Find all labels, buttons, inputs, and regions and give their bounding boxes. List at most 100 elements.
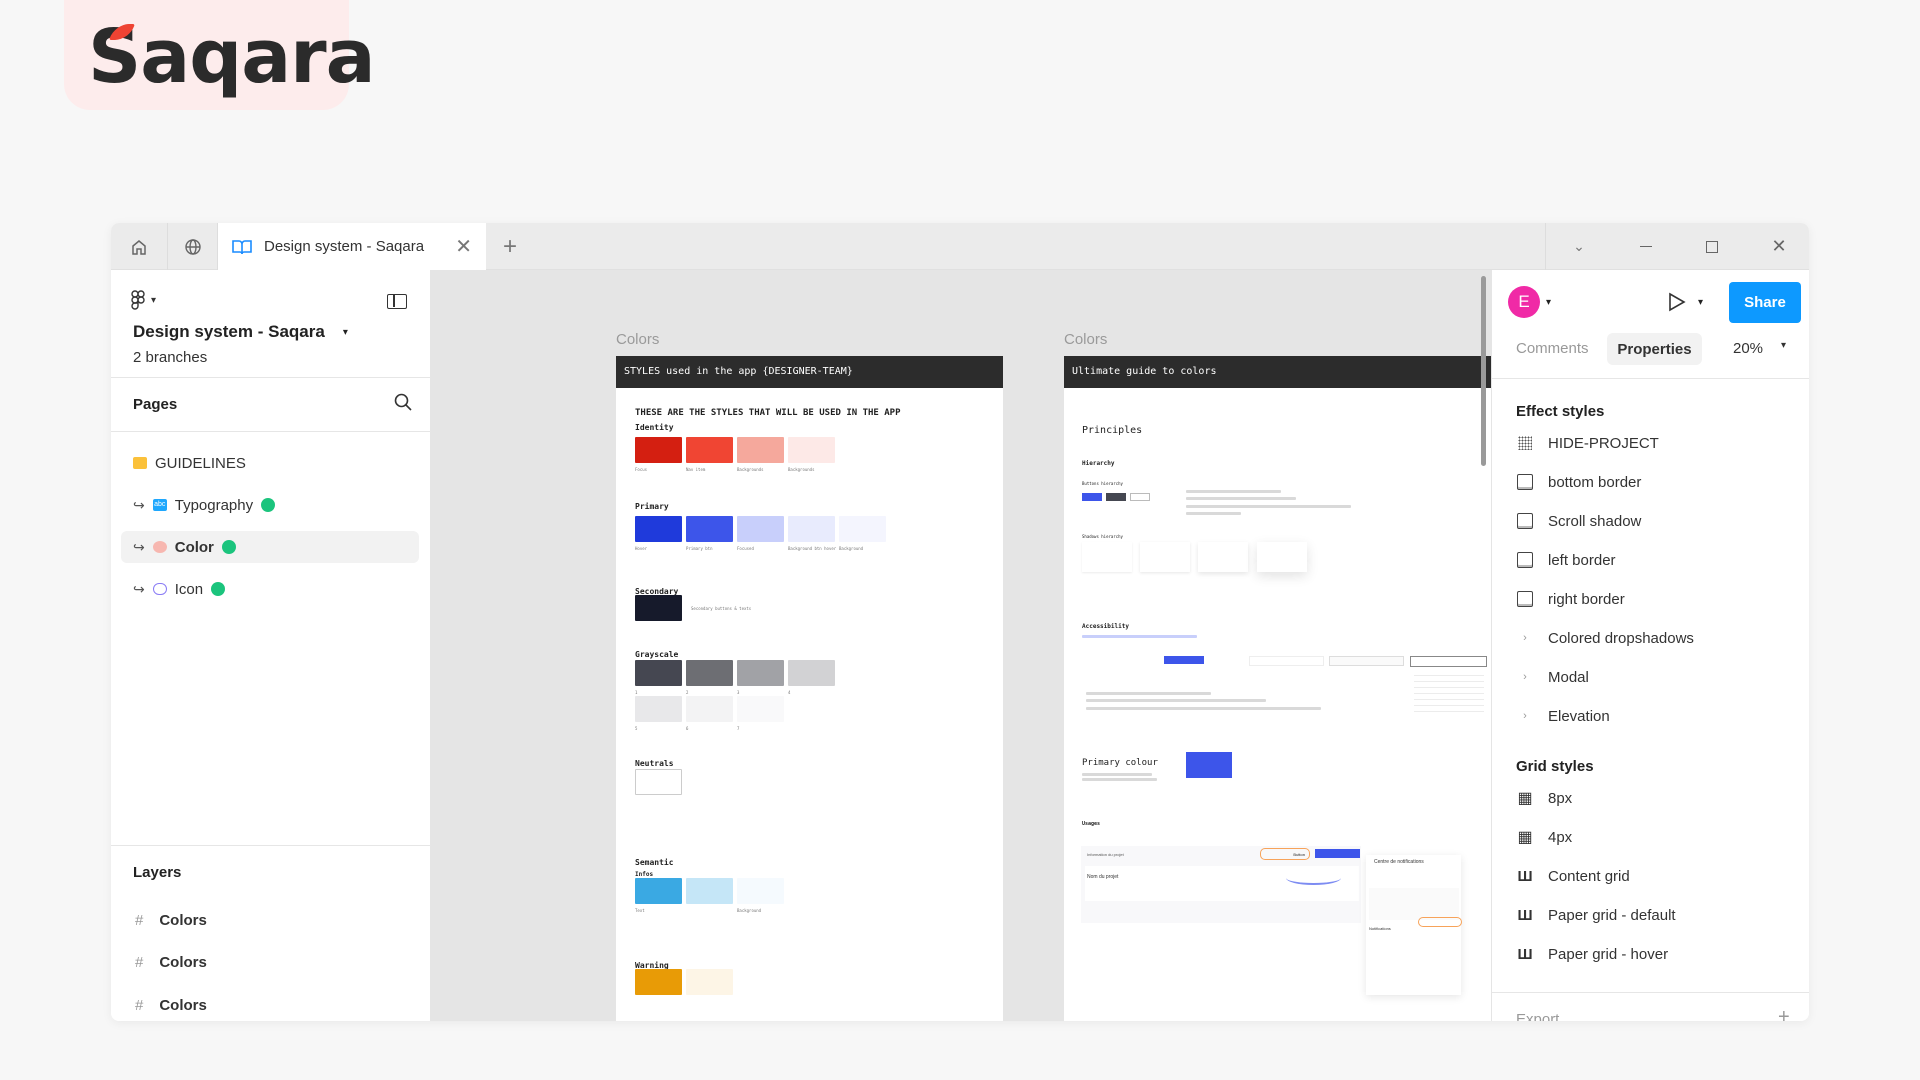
- share-button[interactable]: Share: [1729, 282, 1801, 323]
- shadow-sample: [1198, 542, 1248, 572]
- usage-notifications-panel: Centre de notifications Notifications: [1366, 855, 1462, 995]
- color-swatch[interactable]: [686, 696, 733, 722]
- colors-frame-guide[interactable]: Ultimate guide to colors Principles Hier…: [1064, 356, 1491, 1021]
- divider: [111, 845, 431, 846]
- logo-text: Saqara: [88, 14, 376, 100]
- layer-item[interactable]: # Colors: [111, 988, 431, 1021]
- color-swatch[interactable]: [635, 969, 682, 995]
- effect-style-item[interactable]: HIDE-PROJECT: [1516, 431, 1659, 455]
- maximize-icon: [1706, 240, 1718, 253]
- grid-style-item[interactable]: Ш Content grid: [1516, 864, 1629, 888]
- color-swatch[interactable]: [737, 437, 784, 463]
- effect-style-item[interactable]: right border: [1516, 587, 1625, 611]
- page-item[interactable]: ↪ abc Typography: [121, 489, 419, 521]
- tab-comments[interactable]: Comments: [1516, 340, 1589, 357]
- swatch-caption: 1: [635, 690, 638, 695]
- color-swatch[interactable]: [737, 660, 784, 686]
- grid-style-item[interactable]: ▦ 8px: [1516, 786, 1572, 810]
- color-swatch[interactable]: [686, 969, 733, 995]
- tab-design-system[interactable]: Design system - Saqara ✕: [218, 223, 486, 270]
- maximize-button[interactable]: [1679, 223, 1745, 270]
- user-menu[interactable]: E ▾: [1508, 286, 1551, 318]
- effect-style-item[interactable]: › Modal: [1516, 665, 1589, 689]
- color-group-title: Identity: [635, 423, 674, 432]
- colors-frame-styles[interactable]: STYLES used in the app {DESIGNER-TEAM} T…: [616, 356, 1003, 1021]
- layer-item[interactable]: # Colors: [111, 946, 431, 980]
- tab-properties[interactable]: Properties: [1607, 333, 1702, 365]
- page-item[interactable]: GUIDELINES: [121, 447, 419, 479]
- tab-title: Design system - Saqara: [264, 238, 425, 255]
- grid-style-item[interactable]: ▦ 4px: [1516, 825, 1572, 849]
- text-line: [1186, 512, 1241, 515]
- figma-icon: [131, 290, 145, 310]
- color-swatch[interactable]: [686, 660, 733, 686]
- page-label: Color: [174, 538, 214, 556]
- effect-style-item[interactable]: left border: [1516, 548, 1616, 572]
- effect-style-item[interactable]: › Elevation: [1516, 704, 1610, 728]
- color-swatch[interactable]: [737, 696, 784, 722]
- color-swatch[interactable]: [686, 516, 733, 542]
- grid-style-label: 4px: [1548, 828, 1573, 846]
- add-export-button[interactable]: +: [1778, 1006, 1790, 1021]
- swatch-caption: Secondary buttons & texts: [691, 606, 752, 611]
- color-swatch[interactable]: [635, 878, 682, 904]
- page-item[interactable]: ↪ Icon: [121, 573, 419, 605]
- pages-heading: Pages: [133, 396, 178, 413]
- color-swatch[interactable]: [737, 878, 784, 904]
- swatch-caption: Focus: [635, 467, 648, 472]
- effect-style-item[interactable]: Scroll shadow: [1516, 509, 1641, 533]
- chevron-down-icon: ▾: [1546, 296, 1552, 308]
- notifications-title: Centre de notifications: [1374, 859, 1424, 865]
- color-swatch[interactable]: [686, 878, 733, 904]
- color-swatch[interactable]: [635, 660, 682, 686]
- color-swatch[interactable]: [788, 516, 835, 542]
- frame-hash-icon: #: [135, 996, 144, 1014]
- color-swatch[interactable]: [635, 516, 682, 542]
- layer-label: Colors: [159, 996, 207, 1014]
- color-swatch[interactable]: [635, 437, 682, 463]
- color-swatch[interactable]: [788, 437, 835, 463]
- divider: [1492, 378, 1809, 379]
- grid-style-item[interactable]: Ш Paper grid - hover: [1516, 942, 1668, 966]
- color-swatch[interactable]: [737, 516, 784, 542]
- shadow-sample: [1082, 542, 1132, 572]
- branch-arrow-icon: ↪: [133, 496, 145, 513]
- text-line: [1186, 505, 1351, 508]
- toggle-sidebar-button[interactable]: [387, 294, 407, 309]
- canvas-scrollbar[interactable]: [1481, 276, 1486, 466]
- main-menu-button[interactable]: ▾: [131, 290, 156, 310]
- effect-style-item[interactable]: bottom border: [1516, 470, 1641, 494]
- close-window-button[interactable]: ✕: [1746, 223, 1809, 270]
- sample-tertiary-button: [1130, 493, 1150, 501]
- zoom-dropdown[interactable]: 20% ▾: [1733, 340, 1786, 357]
- close-tab-icon[interactable]: ✕: [455, 236, 472, 258]
- branches-link[interactable]: 2 branches: [133, 349, 208, 366]
- minimize-button[interactable]: [1613, 223, 1679, 270]
- canvas[interactable]: Colors STYLES used in the app {DESIGNER-…: [431, 270, 1491, 1021]
- effect-style-item[interactable]: › Colored dropshadows: [1516, 626, 1694, 650]
- columns-grid-icon: Ш: [1517, 867, 1533, 885]
- sample-download-button: [1164, 656, 1204, 664]
- file-title-dropdown[interactable]: Design system - Saqara ▾: [133, 322, 348, 342]
- chevron-down-icon: ▾: [151, 294, 157, 306]
- color-swatch[interactable]: [686, 437, 733, 463]
- principles-heading: Principles: [1082, 425, 1143, 436]
- new-tab-button[interactable]: +: [503, 233, 518, 260]
- tabs-dropdown-button[interactable]: ⌄: [1546, 223, 1612, 270]
- usages-heading: Usages: [1082, 821, 1101, 827]
- sample-input-selected: [1410, 656, 1487, 667]
- community-tab-button[interactable]: [168, 223, 218, 270]
- layer-item[interactable]: # Colors: [111, 903, 431, 937]
- color-swatch[interactable]: [635, 595, 682, 621]
- color-swatch[interactable]: [635, 696, 682, 722]
- present-button[interactable]: ▾: [1668, 292, 1703, 312]
- home-tab-button[interactable]: [111, 223, 168, 270]
- minimize-icon: [1640, 246, 1652, 247]
- color-swatch[interactable]: [788, 660, 835, 686]
- swatch-caption: Focused: [737, 546, 754, 551]
- color-swatch[interactable]: [839, 516, 886, 542]
- page-item[interactable]: ↪ Color: [121, 531, 419, 563]
- search-pages-button[interactable]: [393, 392, 413, 417]
- color-swatch[interactable]: [635, 769, 682, 795]
- grid-style-item[interactable]: Ш Paper grid - default: [1516, 903, 1675, 927]
